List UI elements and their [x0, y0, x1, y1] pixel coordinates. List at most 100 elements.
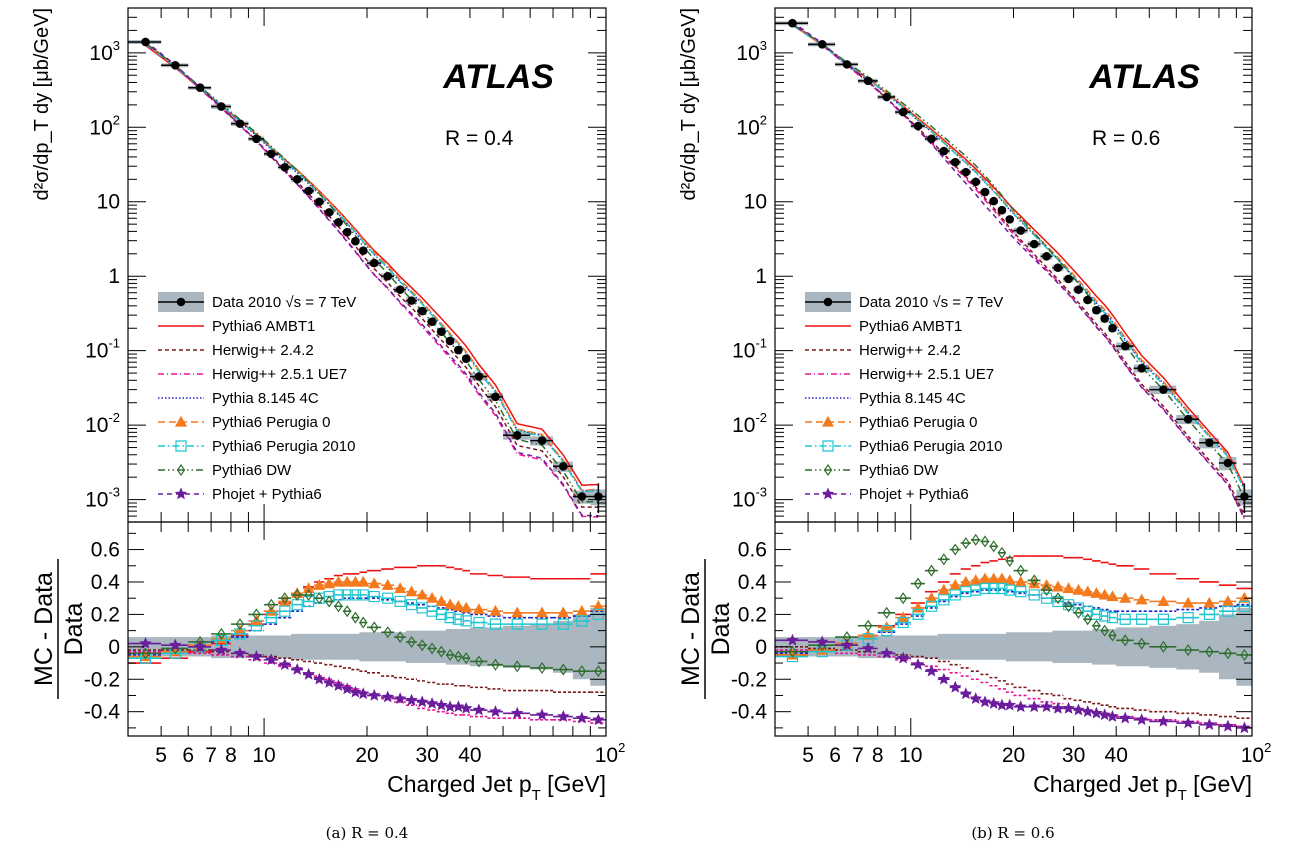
legend-marker-7: [176, 463, 186, 477]
ratio-marker-5: [323, 577, 336, 589]
ratio-marker-5: [925, 591, 938, 603]
ratio-marker-8: [265, 653, 278, 666]
ratio-marker-7: [980, 535, 990, 548]
ratio-marker-7: [292, 588, 302, 602]
ratio-marker-6: [925, 600, 938, 612]
ratio-marker-5: [1028, 577, 1041, 589]
legend-label: Pythia6 Perugia 0: [212, 414, 330, 431]
ratio-marker-8: [840, 638, 854, 651]
data-point: [898, 107, 908, 117]
ratio-marker-7: [437, 645, 446, 658]
ratio-marker-7: [1240, 648, 1249, 661]
ratio-uncertainty-band: [775, 607, 1252, 686]
ratio-y-tick-label: 0: [108, 636, 120, 659]
ratio-y-tick-label: 0: [755, 636, 767, 659]
ratio-marker-8: [233, 646, 247, 659]
data-point: [383, 271, 393, 281]
figure-caption: (b) R = 0.6: [971, 824, 1054, 842]
ratio-y-tick-label: 0.4: [738, 571, 768, 594]
ratio-marker-6: [592, 608, 604, 621]
legend-label: Pythia6 Perugia 2010: [212, 438, 355, 455]
ratio-marker-7: [1005, 554, 1014, 567]
radius-label: R = 0.4: [445, 127, 514, 150]
data-point: [407, 296, 416, 305]
ratio-marker-6: [897, 616, 909, 629]
ratio-marker-8: [367, 688, 381, 701]
data-point: [427, 317, 437, 326]
ratio-marker-8: [1090, 706, 1103, 719]
legend-marker-0: [823, 297, 833, 307]
legend-marker-5: [821, 415, 835, 427]
ratio-marker-8: [1098, 708, 1111, 721]
ratio-marker-6: [368, 590, 380, 603]
radius-label: R = 0.6: [1092, 127, 1160, 150]
data-point: [280, 163, 290, 172]
ratio-marker-8: [1051, 701, 1065, 714]
y-tick-label: 102: [736, 112, 767, 139]
ratio-marker-8: [357, 687, 370, 700]
ratio-marker-8: [949, 680, 962, 693]
ratio-marker-7: [454, 650, 463, 663]
ratio-y-title-top: MC - Data: [30, 572, 58, 686]
ratio-marker-7: [863, 619, 873, 632]
legend-label: Pythia6 DW: [859, 462, 939, 479]
ratio-marker-6: [234, 628, 246, 640]
ratio-marker-8: [290, 662, 304, 675]
x-tick-label: 30: [1062, 744, 1085, 767]
data-point: [1205, 438, 1214, 448]
ratio-marker-6: [303, 595, 315, 608]
ratio-marker-8: [557, 709, 570, 722]
legend-label: Pythia 8.145 4C: [859, 390, 966, 407]
ratio-marker-7: [1074, 606, 1083, 619]
ratio-marker-5: [969, 574, 982, 585]
ratio-marker-8: [215, 643, 228, 656]
x-axis-title: Charged Jet pT [GeV]: [387, 771, 606, 804]
data-point: [334, 217, 343, 227]
ratio-marker-5: [1221, 595, 1234, 607]
ratio-marker-8: [911, 658, 925, 670]
data-point: [314, 197, 324, 207]
ratio-marker-6: [357, 589, 369, 601]
ratio-marker-5: [1014, 575, 1027, 587]
ratio-marker-8: [250, 649, 263, 662]
ratio-marker-7: [351, 611, 360, 624]
data-point: [939, 146, 949, 156]
ratio-marker-7: [280, 592, 290, 605]
ratio-marker-5: [489, 604, 502, 616]
ratio-marker-5: [1182, 596, 1195, 608]
ratio-marker-8: [349, 685, 362, 698]
data-point: [842, 60, 852, 69]
y-tick-label: 1: [755, 265, 767, 288]
ratio-marker-6: [1203, 608, 1215, 621]
ratio-marker-6: [1099, 610, 1111, 622]
ratio-marker-7: [1042, 584, 1051, 597]
ratio-marker-5: [575, 604, 588, 616]
ratio-marker-5: [278, 595, 291, 607]
ratio-marker-7: [427, 642, 437, 655]
data-point: [491, 392, 500, 402]
data-point: [235, 119, 245, 128]
ratio-y-tick-label: -0.2: [84, 668, 120, 691]
ratio-marker-8: [959, 687, 973, 700]
ratio-marker-6: [382, 592, 394, 604]
ratio-marker-6: [536, 618, 548, 630]
ratio-marker-5: [1135, 593, 1148, 605]
ratio-marker-7: [1159, 640, 1168, 653]
ratio-y-tick-label: 0.6: [91, 539, 120, 562]
ratio-marker-8: [1106, 709, 1119, 722]
x-tick-label: 8: [872, 744, 884, 767]
ratio-marker-8: [1014, 700, 1027, 713]
legend-label: Pythia 8.145 4C: [212, 390, 319, 407]
main-curve-4: [792, 23, 1246, 490]
ratio-marker-6: [250, 620, 263, 632]
ratio-marker-5: [511, 606, 524, 618]
ratio-marker-8: [987, 697, 1000, 709]
ratio-marker-6: [394, 595, 406, 608]
x-tick-label-100: 102: [595, 740, 626, 767]
y-tick-label: 1: [108, 265, 120, 288]
ratio-marker-6: [1136, 613, 1148, 625]
ratio-marker-8: [393, 692, 407, 705]
ratio-marker-8: [861, 641, 875, 654]
ratio-marker-7: [1064, 600, 1073, 613]
ratio-marker-8: [969, 692, 982, 705]
